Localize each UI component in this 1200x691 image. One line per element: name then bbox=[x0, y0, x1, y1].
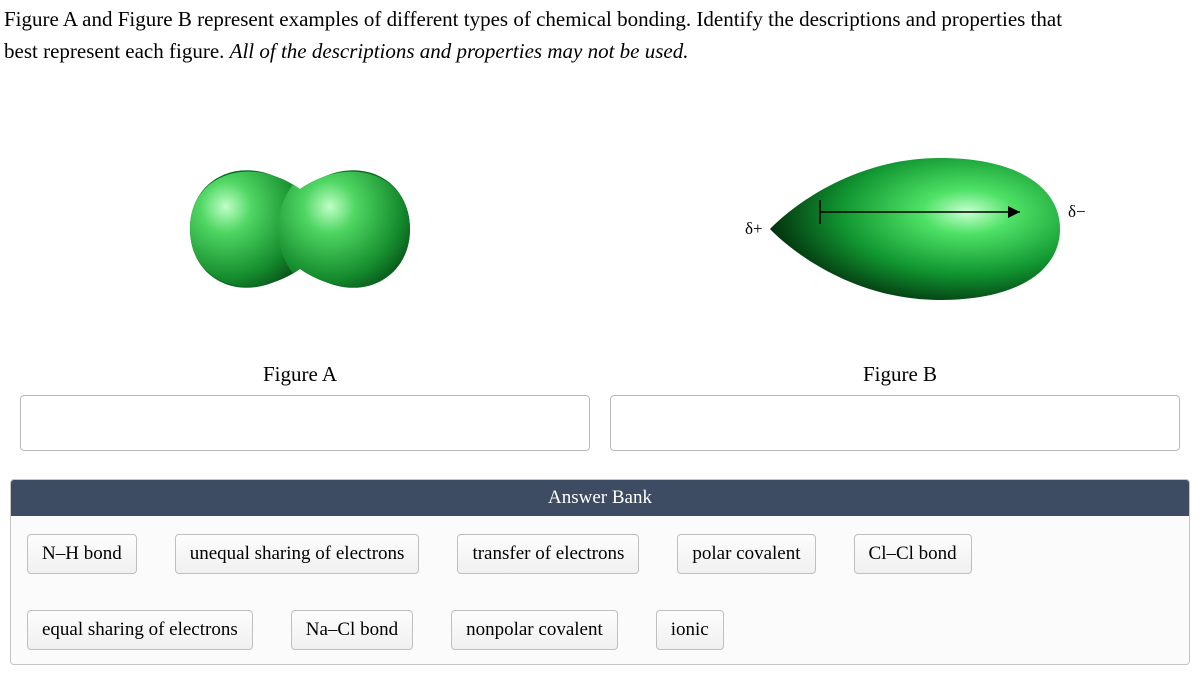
figure-b-column: δ+ δ− Figure B bbox=[620, 107, 1180, 387]
figures-area: Figure A δ+ bbox=[0, 67, 1200, 387]
chip-transfer-electrons[interactable]: transfer of electrons bbox=[457, 534, 639, 574]
figure-a-column: Figure A bbox=[20, 107, 580, 387]
delta-minus-label: δ− bbox=[1068, 202, 1086, 221]
chip-ionic[interactable]: ionic bbox=[656, 610, 724, 650]
answer-bank: Answer Bank N–H bond unequal sharing of … bbox=[10, 479, 1190, 665]
chip-polar-covalent[interactable]: polar covalent bbox=[677, 534, 815, 574]
prompt-line2-italic: All of the descriptions and properties m… bbox=[230, 39, 689, 63]
answer-bank-header: Answer Bank bbox=[11, 480, 1189, 516]
figure-a-caption: Figure A bbox=[263, 362, 337, 387]
figure-b-graphic: δ+ δ− bbox=[620, 107, 1180, 350]
prompt-line1: Figure A and Figure B represent examples… bbox=[4, 7, 1062, 31]
figure-a-dropzone[interactable] bbox=[20, 395, 590, 451]
chip-clcl-bond[interactable]: Cl–Cl bond bbox=[854, 534, 972, 574]
figure-a-graphic bbox=[20, 107, 580, 350]
figure-b-dropzone[interactable] bbox=[610, 395, 1180, 451]
figure-b-caption: Figure B bbox=[863, 362, 937, 387]
chip-nonpolar-covalent[interactable]: nonpolar covalent bbox=[451, 610, 618, 650]
chip-nh-bond[interactable]: N–H bond bbox=[27, 534, 137, 574]
question-prompt: Figure A and Figure B represent examples… bbox=[0, 0, 1200, 67]
chip-unequal-sharing[interactable]: unequal sharing of electrons bbox=[175, 534, 420, 574]
chip-nacl-bond[interactable]: Na–Cl bond bbox=[291, 610, 413, 650]
chip-equal-sharing[interactable]: equal sharing of electrons bbox=[27, 610, 253, 650]
prompt-line2-plain: best represent each figure. bbox=[4, 39, 230, 63]
delta-plus-label: δ+ bbox=[745, 219, 763, 238]
drop-zones-row bbox=[0, 387, 1200, 451]
answer-bank-body: N–H bond unequal sharing of electrons tr… bbox=[11, 516, 1189, 664]
